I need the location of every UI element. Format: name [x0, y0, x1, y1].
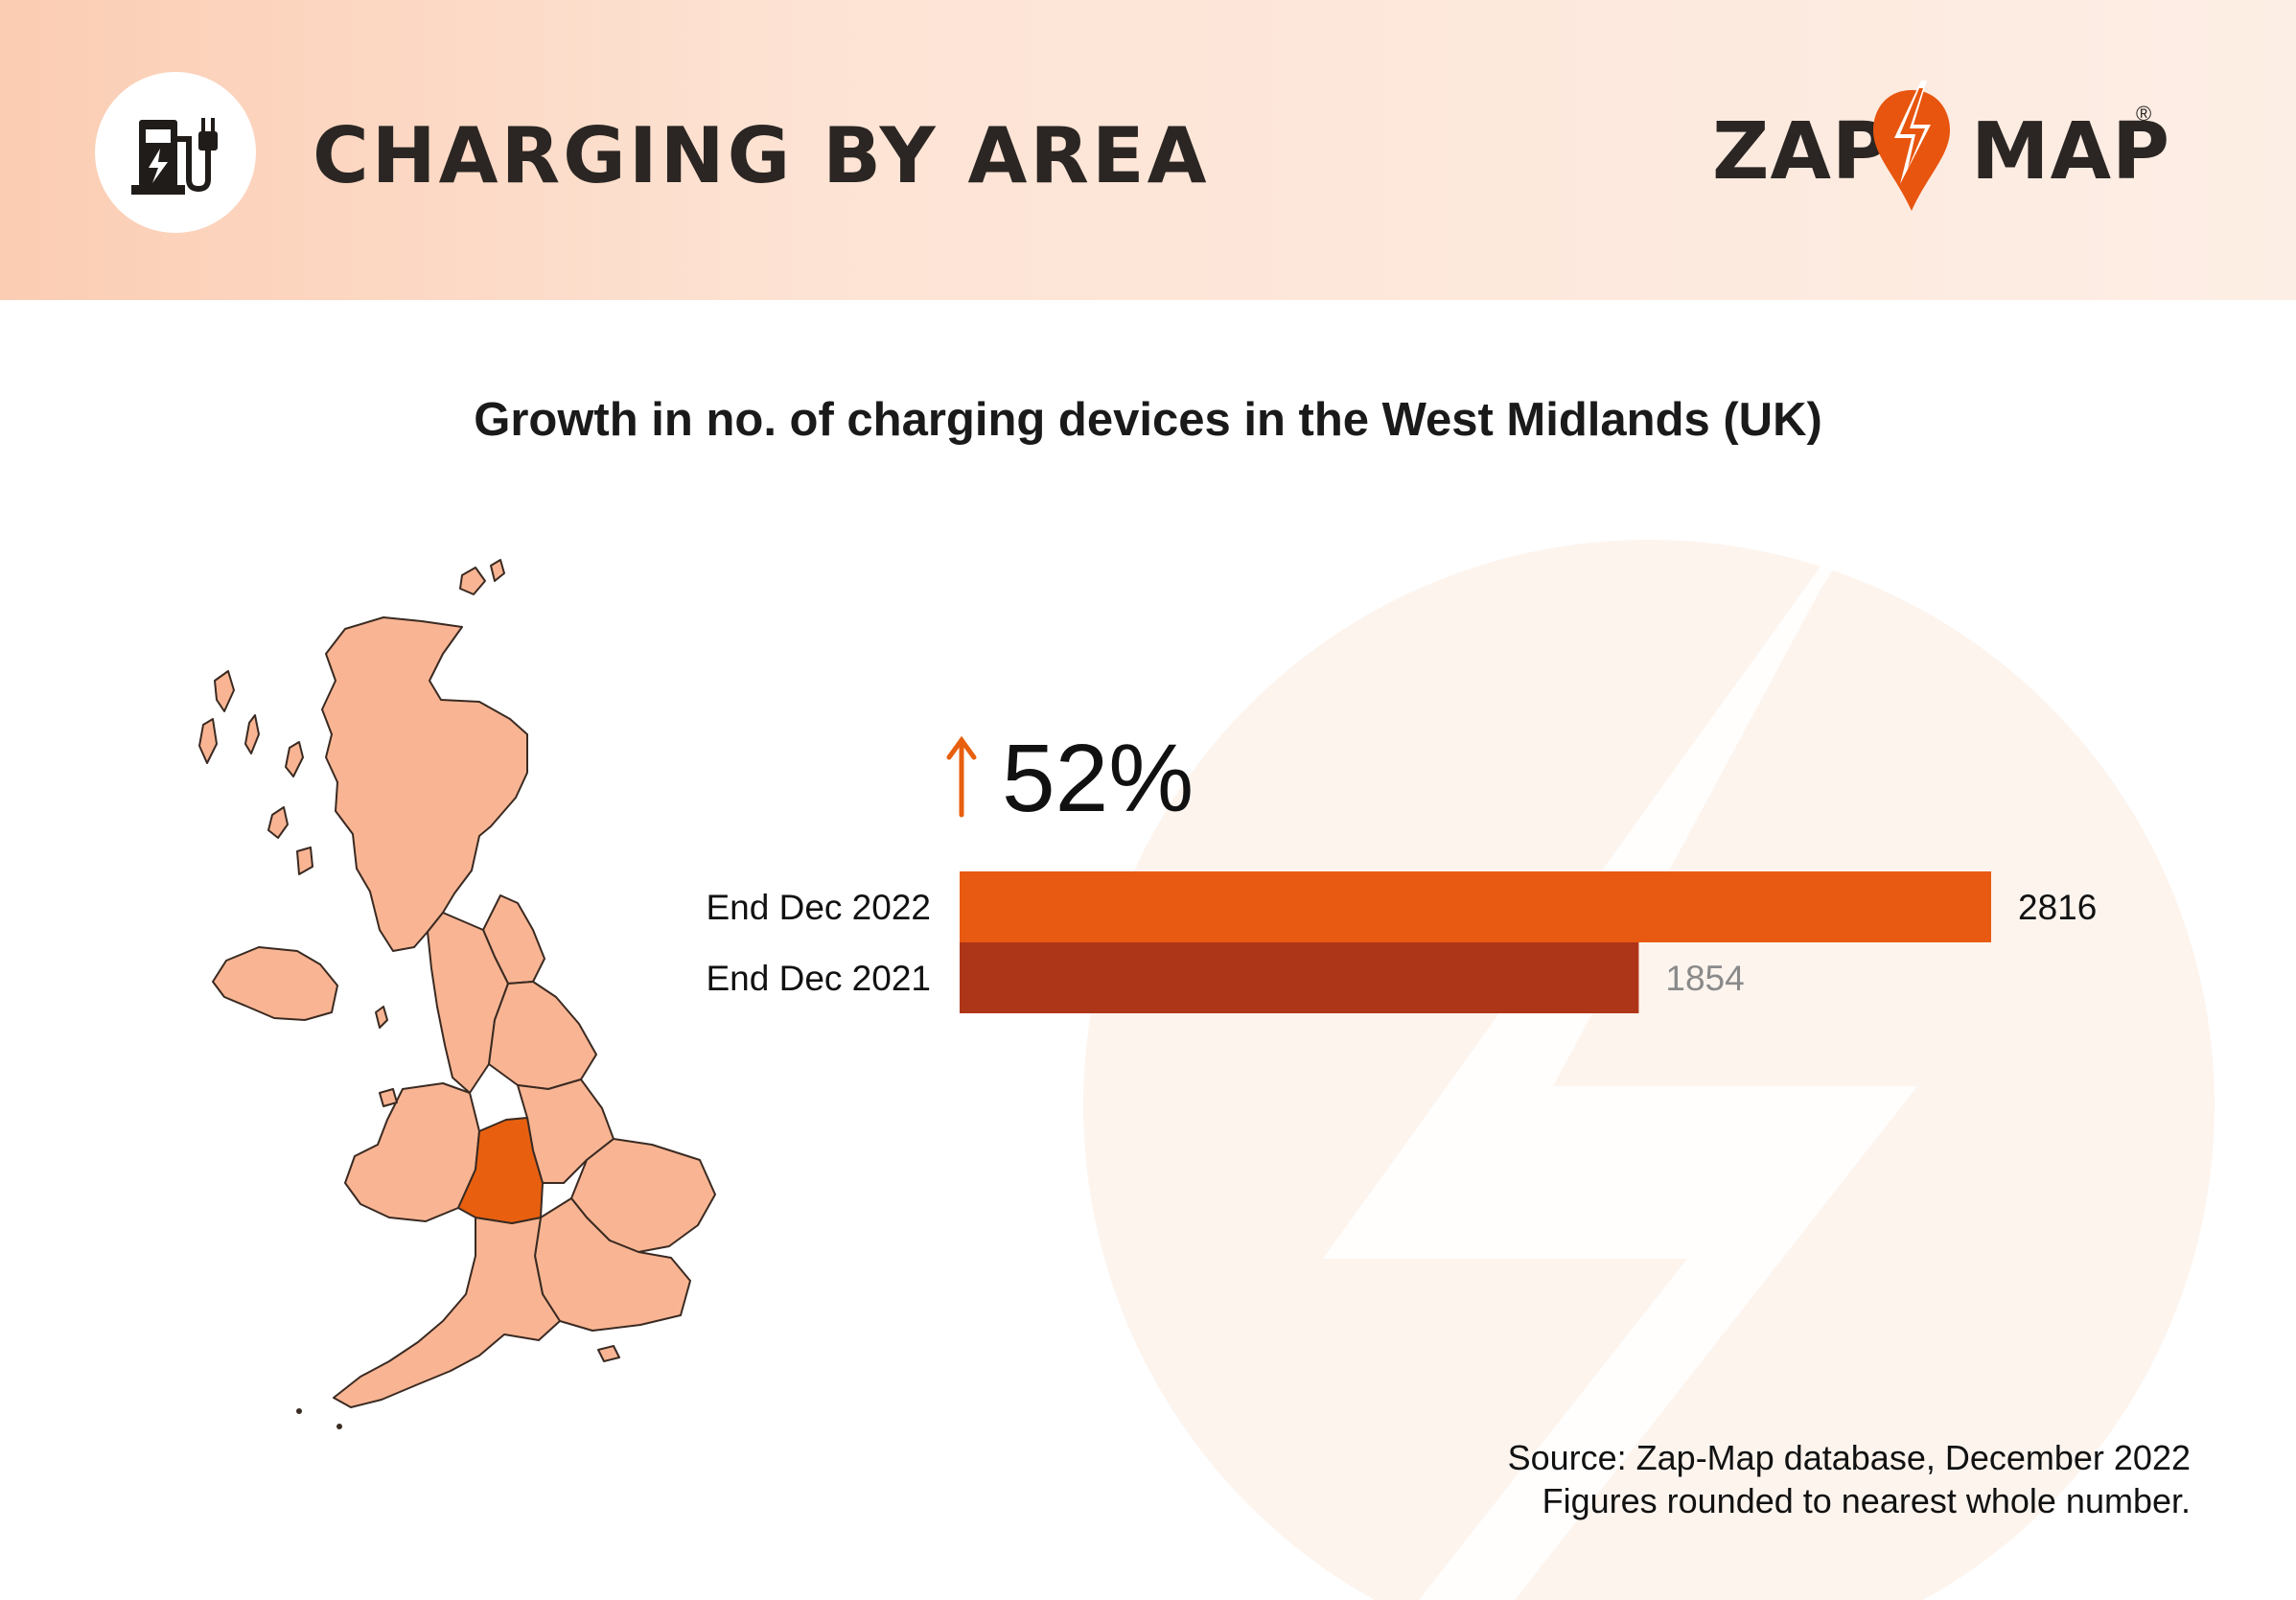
region-scotland	[321, 616, 528, 952]
bar-end-dec-2022	[960, 871, 1991, 942]
uk-map	[198, 559, 716, 1429]
up-arrow-icon	[946, 735, 977, 818]
region-south-west	[333, 1217, 561, 1408]
source-text: Source: Zap-Map database, December 2022	[1507, 1438, 2191, 1477]
bar-end-dec-2021	[960, 942, 1639, 1013]
zap-map-logo[interactable]: ZAP MAP ®	[1706, 77, 2171, 220]
rounding-note: Figures rounded to nearest whole number.	[1542, 1481, 2191, 1520]
growth-annotation: 52%	[1002, 725, 1194, 832]
region-west-midlands	[457, 1117, 544, 1224]
category-label: End Dec 2022	[706, 888, 931, 927]
logo-bolt-icon	[1873, 81, 1950, 211]
value-label: 1854	[1665, 959, 1744, 998]
page-title: CHARGING BY AREA	[313, 111, 1210, 200]
chart-title: Growth in no. of charging devices in the…	[474, 394, 1822, 446]
registered-mark: ®	[2136, 102, 2152, 126]
ev-charger-icon	[95, 72, 256, 233]
header-banner: CHARGING BY AREA ZAP MAP ®	[0, 0, 2296, 300]
region-northern-ireland	[212, 946, 338, 1021]
source-note: Source: Zap-Map database, December 2022 …	[1508, 1436, 2191, 1522]
category-label: End Dec 2021	[706, 959, 931, 998]
logo-text-left: ZAP	[1712, 106, 1891, 197]
logo-text-right: MAP	[1971, 106, 2171, 197]
value-label: 2816	[2018, 888, 2097, 927]
region-wales	[344, 1082, 480, 1222]
watermark-pin-icon	[1083, 338, 2215, 1600]
